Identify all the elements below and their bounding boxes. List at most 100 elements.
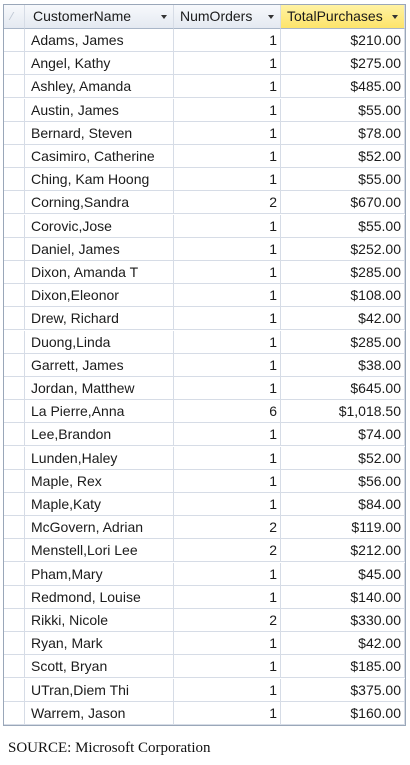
cell-customer-name[interactable]: Menstell,Lori Lee	[25, 539, 174, 563]
cell-num-orders[interactable]: 1	[174, 98, 281, 122]
cell-customer-name[interactable]: Casimiro, Catherine	[25, 145, 174, 168]
cell-num-orders[interactable]: 1	[174, 168, 281, 192]
cell-total-purchases[interactable]: $45.00	[281, 562, 405, 586]
cell-total-purchases[interactable]: $485.00	[281, 75, 405, 99]
cell-customer-name[interactable]: Scott, Bryan	[25, 655, 174, 679]
row-selector[interactable]	[4, 655, 25, 679]
cell-customer-name[interactable]: Dixon,Eleonor	[25, 284, 174, 308]
cell-total-purchases[interactable]: $670.00	[281, 191, 405, 215]
row-selector[interactable]	[4, 284, 25, 308]
cell-customer-name[interactable]: Pham,Mary	[25, 562, 174, 586]
table-row[interactable]: Corovic,Jose 1 $55.00	[4, 214, 405, 238]
cell-customer-name[interactable]: Garrett, James	[25, 353, 174, 377]
table-row[interactable]: Pham,Mary 1 $45.00	[4, 562, 405, 586]
table-row[interactable]: Angel, Kathy 1 $275.00	[4, 52, 405, 76]
cell-customer-name[interactable]: McGovern, Adrian	[25, 516, 174, 540]
cell-num-orders[interactable]: 2	[174, 609, 281, 632]
table-row[interactable]: Duong,Linda 1 $285.00	[4, 330, 405, 354]
cell-customer-name[interactable]: Ryan, Mark	[25, 632, 174, 656]
row-selector[interactable]	[4, 261, 25, 284]
cell-num-orders[interactable]: 1	[174, 701, 281, 725]
cell-total-purchases[interactable]: $84.00	[281, 493, 405, 516]
row-selector[interactable]	[4, 493, 25, 516]
row-selector[interactable]	[4, 168, 25, 192]
cell-total-purchases[interactable]: $160.00	[281, 701, 405, 725]
column-header-customername[interactable]: CustomerName	[25, 5, 174, 29]
cell-customer-name[interactable]: Dixon, Amanda T	[25, 261, 174, 284]
row-selector[interactable]	[4, 609, 25, 632]
cell-num-orders[interactable]: 1	[174, 284, 281, 308]
cell-customer-name[interactable]: Adams, James	[25, 29, 174, 52]
cell-num-orders[interactable]: 1	[174, 145, 281, 168]
cell-total-purchases[interactable]: $55.00	[281, 214, 405, 238]
cell-total-purchases[interactable]: $375.00	[281, 678, 405, 702]
cell-total-purchases[interactable]: $119.00	[281, 516, 405, 540]
cell-total-purchases[interactable]: $285.00	[281, 261, 405, 284]
cell-customer-name[interactable]: Corning,Sandra	[25, 191, 174, 215]
row-selector[interactable]	[4, 400, 25, 424]
cell-customer-name[interactable]: Jordan, Matthew	[25, 377, 174, 400]
row-selector[interactable]	[4, 214, 25, 238]
cell-num-orders[interactable]: 1	[174, 678, 281, 702]
cell-customer-name[interactable]: Warrem, Jason	[25, 701, 174, 725]
cell-customer-name[interactable]: UTran,Diem Thi	[25, 678, 174, 702]
select-all-corner[interactable]	[4, 5, 25, 29]
row-selector[interactable]	[4, 98, 25, 122]
cell-customer-name[interactable]: Maple,Katy	[25, 493, 174, 516]
column-header-numorders[interactable]: NumOrders	[174, 5, 281, 29]
cell-total-purchases[interactable]: $52.00	[281, 145, 405, 168]
cell-num-orders[interactable]: 1	[174, 121, 281, 145]
cell-customer-name[interactable]: Maple, Rex	[25, 469, 174, 493]
cell-total-purchases[interactable]: $42.00	[281, 632, 405, 656]
table-row[interactable]: Drew, Richard 1 $42.00	[4, 307, 405, 331]
table-row[interactable]: Casimiro, Catherine 1 $52.00	[4, 145, 405, 168]
table-row[interactable]: Rikki, Nicole 2 $330.00	[4, 609, 405, 632]
cell-customer-name[interactable]: Lunden,Haley	[25, 446, 174, 470]
table-row[interactable]: Daniel, James 1 $252.00	[4, 237, 405, 261]
cell-customer-name[interactable]: Drew, Richard	[25, 307, 174, 331]
cell-num-orders[interactable]: 1	[174, 493, 281, 516]
cell-num-orders[interactable]: 1	[174, 562, 281, 586]
row-selector[interactable]	[4, 469, 25, 493]
cell-total-purchases[interactable]: $285.00	[281, 330, 405, 354]
cell-num-orders[interactable]: 1	[174, 655, 281, 679]
chevron-down-icon[interactable]	[161, 15, 167, 19]
row-selector[interactable]	[4, 678, 25, 702]
cell-total-purchases[interactable]: $645.00	[281, 377, 405, 400]
row-selector[interactable]	[4, 307, 25, 331]
table-row[interactable]: Maple, Rex 1 $56.00	[4, 469, 405, 493]
cell-num-orders[interactable]: 1	[174, 261, 281, 284]
table-row[interactable]: Jordan, Matthew 1 $645.00	[4, 377, 405, 400]
cell-total-purchases[interactable]: $252.00	[281, 237, 405, 261]
cell-customer-name[interactable]: Duong,Linda	[25, 330, 174, 354]
row-selector[interactable]	[4, 121, 25, 145]
row-selector[interactable]	[4, 701, 25, 725]
row-selector[interactable]	[4, 585, 25, 609]
table-row[interactable]: Warrem, Jason 1 $160.00	[4, 701, 405, 725]
cell-total-purchases[interactable]: $140.00	[281, 585, 405, 609]
cell-total-purchases[interactable]: $275.00	[281, 52, 405, 76]
row-selector[interactable]	[4, 516, 25, 540]
row-selector[interactable]	[4, 353, 25, 377]
row-selector[interactable]	[4, 145, 25, 168]
cell-total-purchases[interactable]: $185.00	[281, 655, 405, 679]
cell-num-orders[interactable]: 1	[174, 52, 281, 76]
cell-total-purchases[interactable]: $55.00	[281, 98, 405, 122]
table-row[interactable]: Maple,Katy 1 $84.00	[4, 493, 405, 516]
table-row[interactable]: Austin, James 1 $55.00	[4, 98, 405, 122]
row-selector[interactable]	[4, 52, 25, 76]
table-row[interactable]: Ashley, Amanda 1 $485.00	[4, 75, 405, 99]
table-row[interactable]: UTran,Diem Thi 1 $375.00	[4, 678, 405, 702]
table-row[interactable]: Corning,Sandra 2 $670.00	[4, 191, 405, 215]
cell-num-orders[interactable]: 1	[174, 423, 281, 447]
cell-total-purchases[interactable]: $78.00	[281, 121, 405, 145]
table-row[interactable]: Scott, Bryan 1 $185.00	[4, 655, 405, 679]
table-row[interactable]: Lee,Brandon 1 $74.00	[4, 423, 405, 447]
table-row[interactable]: Bernard, Steven 1 $78.00	[4, 121, 405, 145]
row-selector[interactable]	[4, 562, 25, 586]
cell-customer-name[interactable]: Lee,Brandon	[25, 423, 174, 447]
cell-num-orders[interactable]: 1	[174, 446, 281, 470]
chevron-down-icon[interactable]	[392, 15, 398, 19]
cell-total-purchases[interactable]: $38.00	[281, 353, 405, 377]
row-selector[interactable]	[4, 377, 25, 400]
